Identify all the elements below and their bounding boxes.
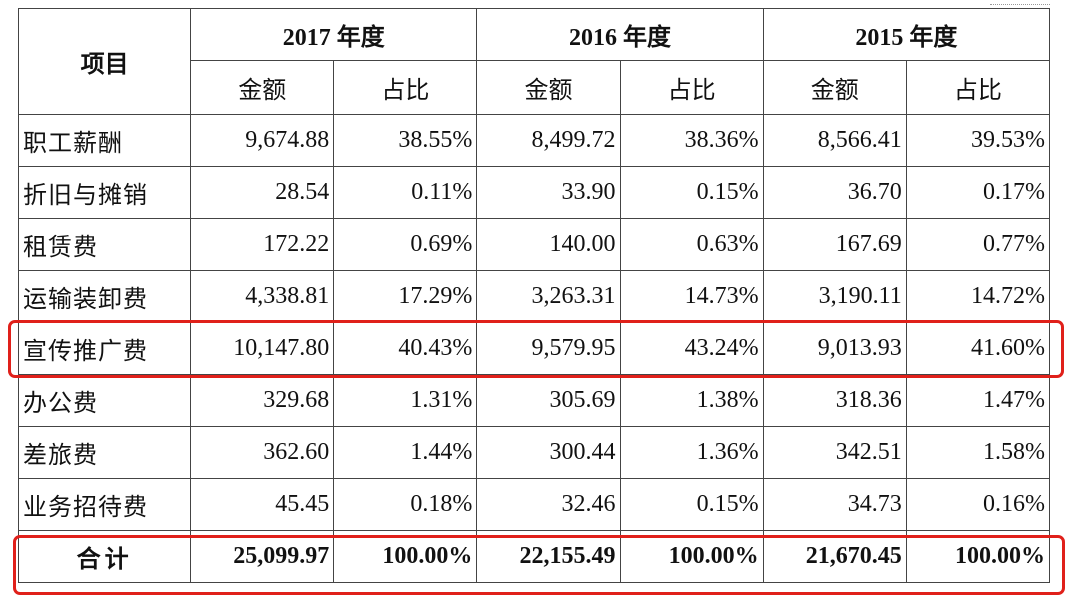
- table-row: 折旧与摊销 28.54 0.11% 33.90 0.15% 36.70 0.17%: [17, 166, 1051, 219]
- ratio-cell: 0.77%: [905, 218, 1051, 271]
- amount-header: 金额: [476, 60, 621, 115]
- amount-cell: 33.90: [476, 166, 621, 219]
- ratio-cell: 0.17%: [905, 166, 1051, 219]
- row-label: 业务招待费: [17, 478, 192, 531]
- amount-cell: 342.51: [762, 426, 907, 479]
- ratio-cell: 0.15%: [619, 478, 764, 531]
- ratio-cell: 39.53%: [905, 114, 1051, 167]
- ratio-cell: 1.47%: [905, 374, 1051, 427]
- ratio-cell: 1.38%: [619, 374, 764, 427]
- table-row: 差旅费 362.60 1.44% 300.44 1.36% 342.51 1.58%: [17, 426, 1051, 479]
- ratio-cell: 17.29%: [333, 270, 478, 323]
- total-row: 合计 25,099.97 100.00% 22,155.49 100.00% 2…: [17, 530, 1051, 583]
- amount-cell: 300.44: [476, 426, 621, 479]
- expense-table: 项目 2017 年度 2016 年度 2015 年度 金额 占比 金额 占比 金…: [17, 8, 1051, 583]
- amount-cell: 318.36: [762, 374, 907, 427]
- row-label: 差旅费: [17, 426, 192, 479]
- ratio-cell: 1.31%: [333, 374, 478, 427]
- amount-cell: 34.73: [762, 478, 907, 531]
- ratio-cell: 0.69%: [333, 218, 478, 271]
- row-label: 职工薪酬: [17, 114, 192, 167]
- ratio-cell: 0.18%: [333, 478, 478, 531]
- expense-table-container: 项目 2017 年度 2016 年度 2015 年度 金额 占比 金额 占比 金…: [17, 8, 1051, 583]
- ratio-cell: 41.60%: [905, 322, 1051, 375]
- amount-header: 金额: [190, 60, 335, 115]
- row-label: 运输装卸费: [17, 270, 192, 323]
- total-cell: 22,155.49: [476, 530, 621, 583]
- total-cell: 100.00%: [333, 530, 478, 583]
- amount-cell: 8,566.41: [762, 114, 907, 167]
- amount-cell: 10,147.80: [190, 322, 335, 375]
- ratio-cell: 1.44%: [333, 426, 478, 479]
- amount-cell: 28.54: [190, 166, 335, 219]
- table-row: 宣传推广费 10,147.80 40.43% 9,579.95 43.24% 9,013.…: [17, 322, 1051, 375]
- total-cell: 100.00%: [905, 530, 1051, 583]
- header-row-years: 项目 2017 年度 2016 年度 2015 年度: [17, 8, 1051, 115]
- row-label: 折旧与摊销: [17, 166, 192, 219]
- ratio-cell: 0.11%: [333, 166, 478, 219]
- ratio-cell: 38.55%: [333, 114, 478, 167]
- ratio-cell: 43.24%: [619, 322, 764, 375]
- ratio-cell: 40.43%: [333, 322, 478, 375]
- ratio-cell: 0.63%: [619, 218, 764, 271]
- amount-cell: 36.70: [762, 166, 907, 219]
- amount-header: 金额: [762, 60, 907, 115]
- total-cell: 21,670.45: [762, 530, 907, 583]
- year-header-2015: 2015 年度: [762, 8, 1051, 61]
- ratio-cell: 0.15%: [619, 166, 764, 219]
- year-header-2016: 2016 年度: [476, 8, 764, 61]
- row-label: 宣传推广费: [17, 322, 192, 375]
- ratio-header: 占比: [333, 60, 478, 115]
- amount-cell: 9,579.95: [476, 322, 621, 375]
- table-row: 运输装卸费 4,338.81 17.29% 3,263.31 14.73% 3,190.1…: [17, 270, 1051, 323]
- amount-cell: 3,263.31: [476, 270, 621, 323]
- year-header-2017: 2017 年度: [190, 8, 478, 61]
- amount-cell: 8,499.72: [476, 114, 621, 167]
- total-label: 合计: [17, 530, 192, 583]
- amount-cell: 167.69: [762, 218, 907, 271]
- ratio-cell: 14.73%: [619, 270, 764, 323]
- amount-cell: 9,674.88: [190, 114, 335, 167]
- table-row: 租赁费 172.22 0.69% 140.00 0.63% 167.69 0.77%: [17, 218, 1051, 271]
- amount-cell: 305.69: [476, 374, 621, 427]
- row-label: 办公费: [17, 374, 192, 427]
- amount-cell: 4,338.81: [190, 270, 335, 323]
- amount-cell: 3,190.11: [762, 270, 907, 323]
- amount-cell: 140.00: [476, 218, 621, 271]
- amount-cell: 362.60: [190, 426, 335, 479]
- amount-cell: 9,013.93: [762, 322, 907, 375]
- row-label: 租赁费: [17, 218, 192, 271]
- amount-cell: 329.68: [190, 374, 335, 427]
- ratio-header: 占比: [619, 60, 764, 115]
- ratio-cell: 0.16%: [905, 478, 1051, 531]
- total-cell: 25,099.97: [190, 530, 335, 583]
- item-header: 项目: [17, 8, 192, 115]
- ratio-cell: 14.72%: [905, 270, 1051, 323]
- ratio-header: 占比: [905, 60, 1051, 115]
- amount-cell: 172.22: [190, 218, 335, 271]
- table-row: 业务招待费 45.45 0.18% 32.46 0.15% 34.73 0.16%: [17, 478, 1051, 531]
- ratio-cell: 1.58%: [905, 426, 1051, 479]
- ratio-cell: 38.36%: [619, 114, 764, 167]
- corner-mark: [990, 0, 1050, 5]
- table-row: 办公费 329.68 1.31% 305.69 1.38% 318.36 1.47%: [17, 374, 1051, 427]
- amount-cell: 45.45: [190, 478, 335, 531]
- ratio-cell: 1.36%: [619, 426, 764, 479]
- total-cell: 100.00%: [619, 530, 764, 583]
- table-row: 职工薪酬 9,674.88 38.55% 8,499.72 38.36% 8,566.41…: [17, 114, 1051, 167]
- amount-cell: 32.46: [476, 478, 621, 531]
